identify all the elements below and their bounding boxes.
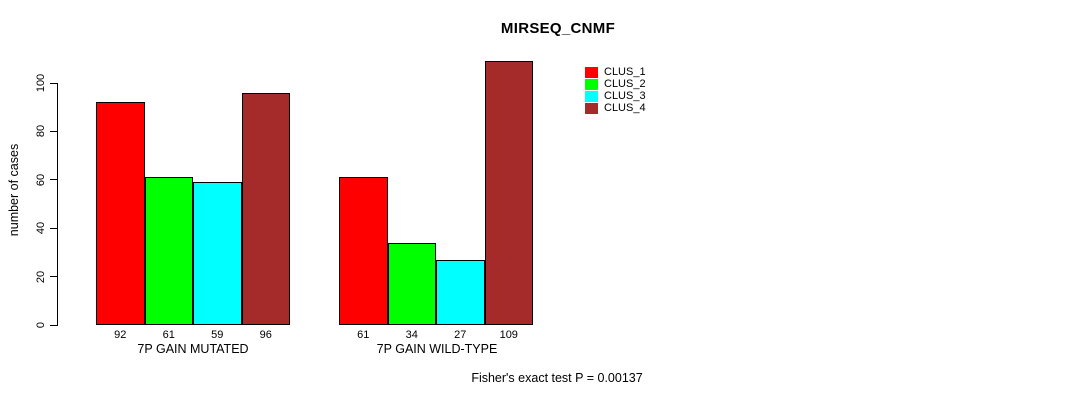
bar-value-label: 34 [405, 329, 418, 341]
bar-value-label: 59 [211, 329, 224, 341]
bar-clus_1-group1 [96, 102, 145, 325]
bar-clus_3-group1 [193, 182, 242, 325]
legend-label: CLUS_1 [604, 66, 646, 78]
legend: CLUS_1 CLUS_2 CLUS_3 CLUS_4 [585, 66, 646, 114]
annotation-fishers-test: Fisher's exact test P = 0.00137 [471, 371, 643, 385]
y-tick-label: 100 [35, 73, 47, 93]
bar-value-label: 92 [114, 329, 127, 341]
y-tick-label: 0 [35, 321, 47, 329]
y-tick-label: 60 [35, 173, 47, 186]
bar-clus_4-group2 [484, 61, 533, 325]
bar-value-label: 27 [454, 329, 467, 341]
y-tick-label: 40 [35, 222, 47, 235]
bar-clus_4-group1 [241, 92, 290, 325]
legend-item-clus_2: CLUS_2 [585, 78, 646, 90]
bar-value-label: 96 [259, 329, 272, 341]
y-tick [50, 130, 58, 132]
legend-item-clus_4: CLUS_4 [585, 102, 646, 114]
y-tick [50, 227, 58, 229]
y-tick [50, 82, 58, 84]
legend-label: CLUS_2 [604, 78, 646, 90]
legend-label: CLUS_3 [604, 90, 646, 102]
bar-clus_1-group2 [339, 177, 388, 325]
bar-clus_2-group2 [387, 242, 436, 325]
legend-item-clus_1: CLUS_1 [585, 66, 646, 78]
y-tick-label: 20 [35, 270, 47, 283]
bar-value-label: 61 [162, 329, 175, 341]
y-tick [50, 324, 58, 326]
x-group-label-wildtype: 7P GAIN WILD-TYPE [376, 342, 498, 356]
chart-title: MIRSEQ_CNMF [500, 20, 616, 37]
y-axis-line [57, 83, 58, 326]
legend-label: CLUS_4 [604, 102, 646, 114]
bar-value-label: 109 [499, 329, 518, 341]
y-tick-label: 80 [35, 125, 47, 138]
legend-swatch-clus_1 [585, 66, 598, 78]
legend-swatch-clus_4 [585, 102, 598, 114]
y-tick [50, 276, 58, 278]
bar-clus_3-group2 [436, 259, 485, 325]
x-group-label-mutated: 7P GAIN MUTATED [137, 342, 249, 356]
legend-swatch-clus_2 [585, 78, 598, 90]
bar-clus_2-group1 [144, 177, 193, 325]
legend-swatch-clus_3 [585, 90, 598, 102]
legend-item-clus_3: CLUS_3 [585, 90, 646, 102]
y-tick [50, 179, 58, 181]
bar-value-label: 61 [357, 329, 370, 341]
